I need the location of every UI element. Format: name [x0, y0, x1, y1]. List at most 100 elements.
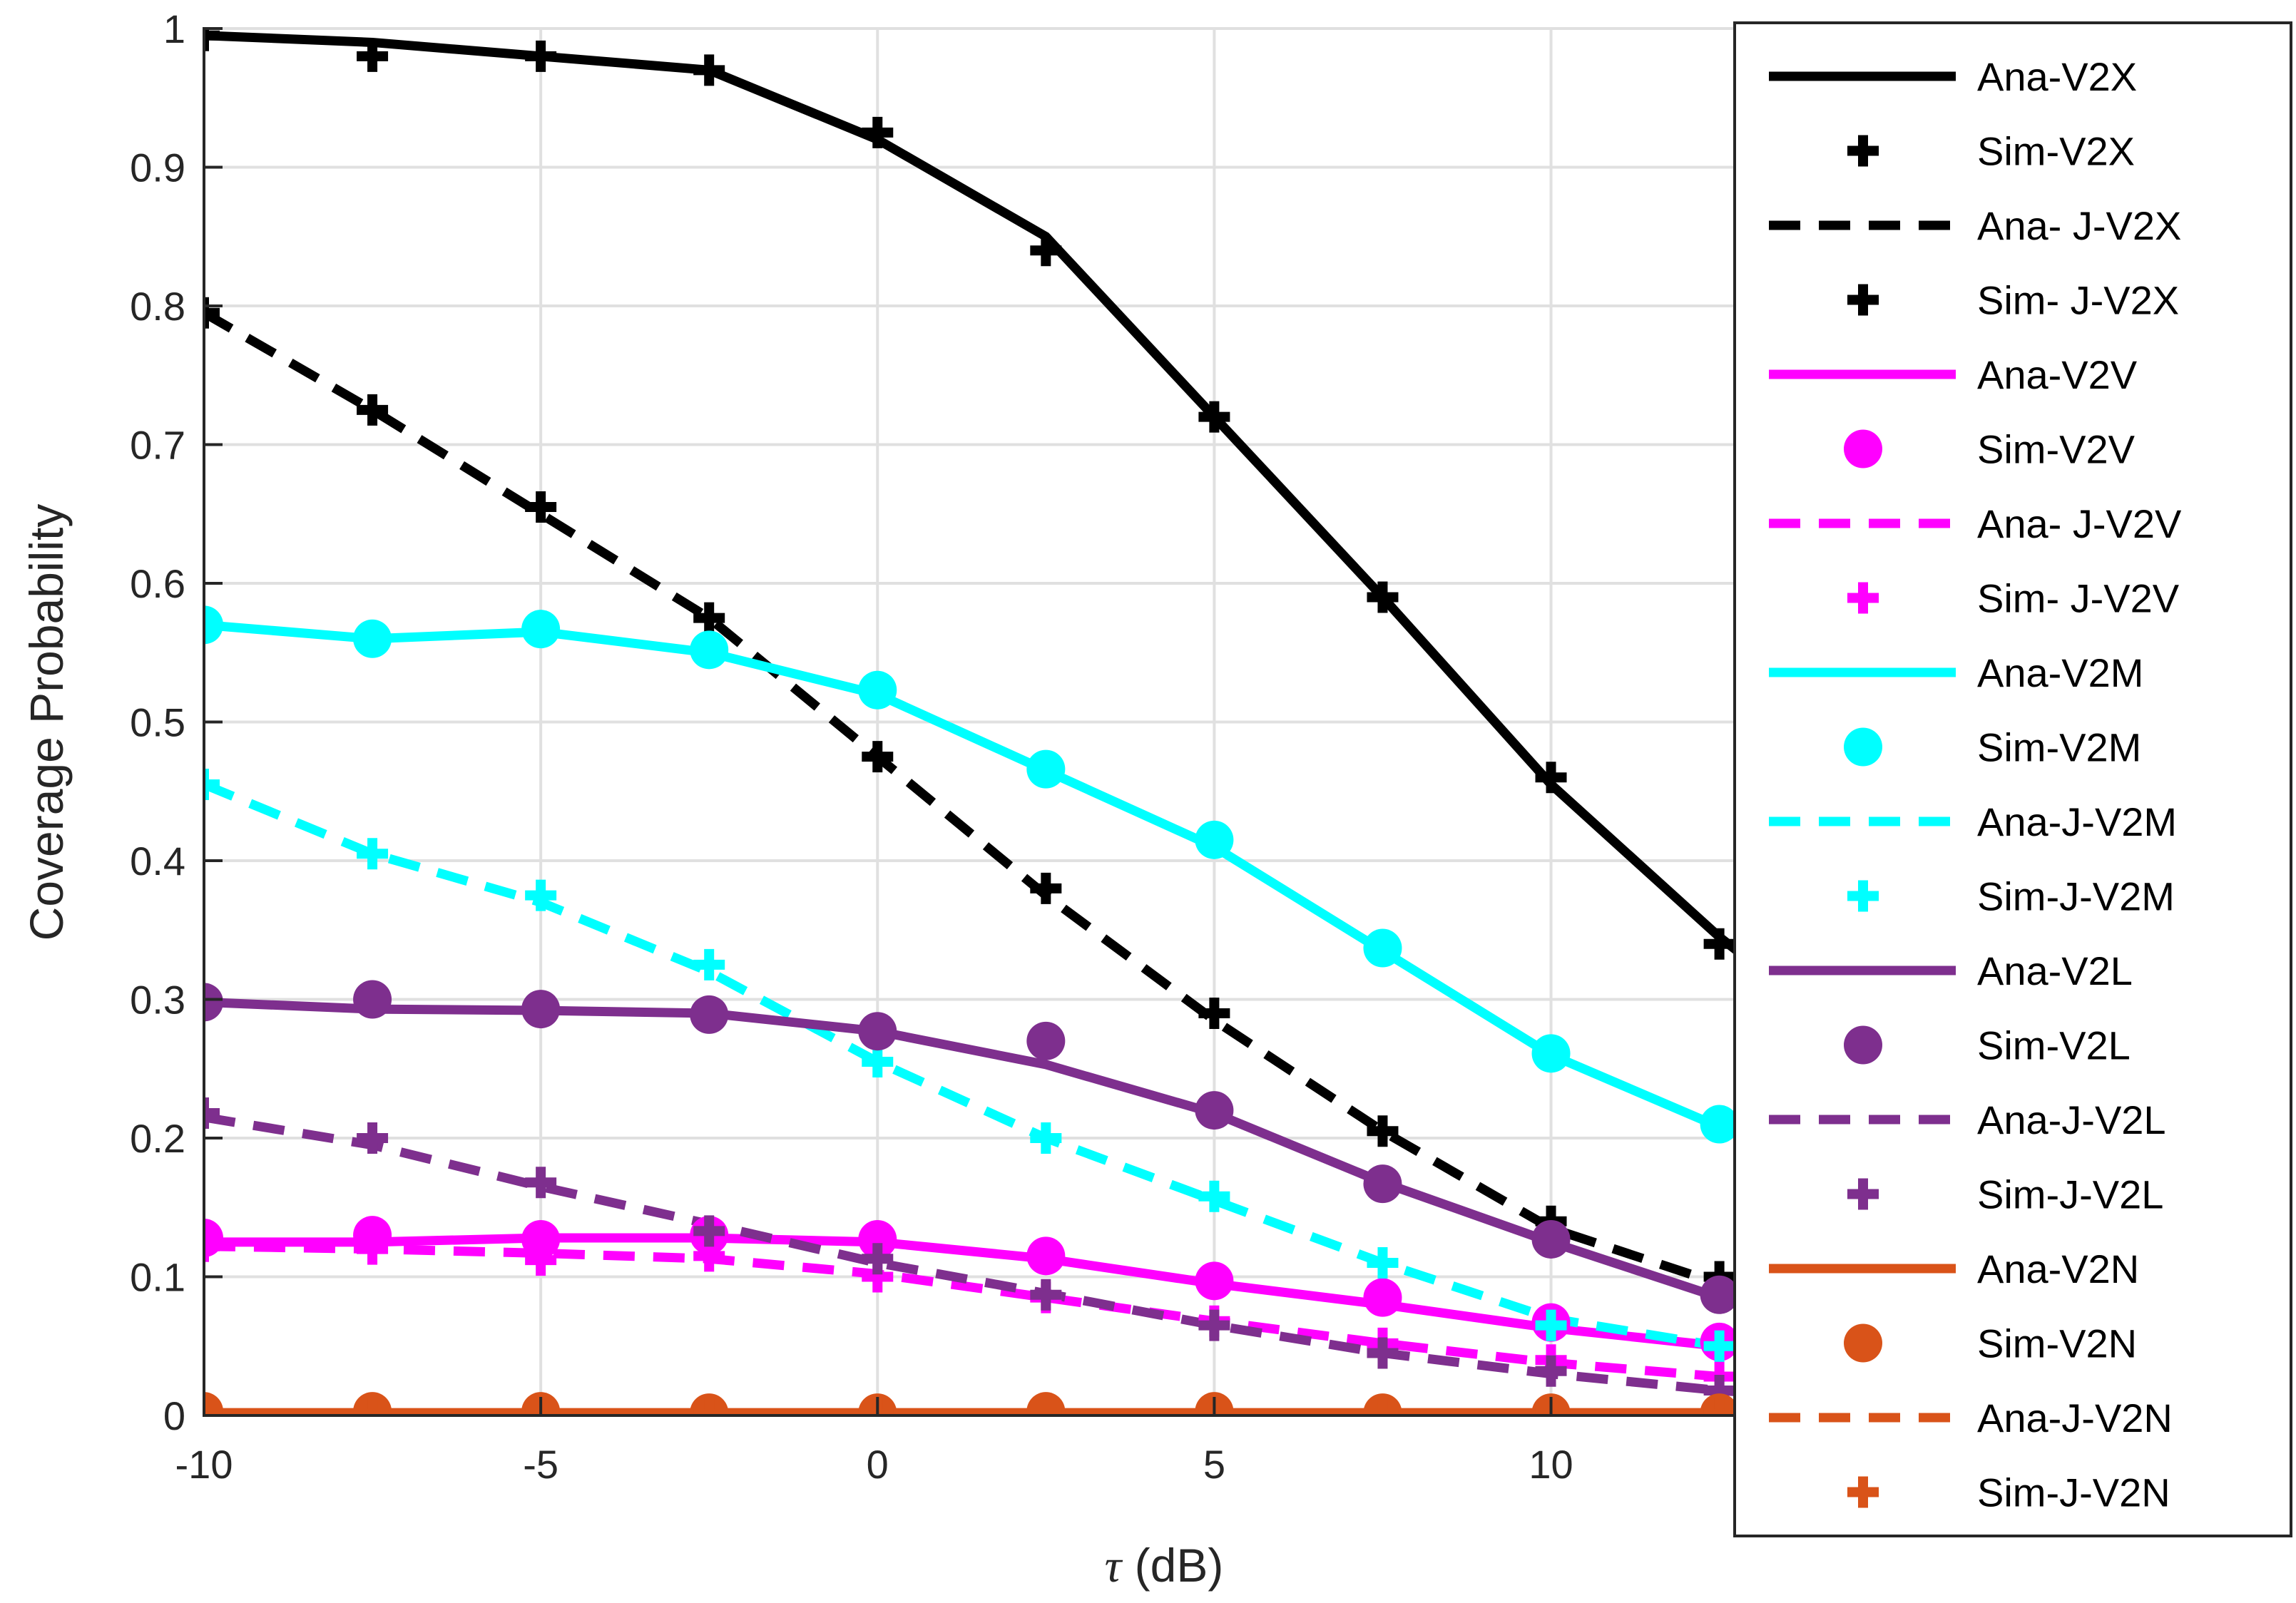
x-axis-label: τ (dB)	[1105, 1539, 1224, 1592]
data-point-sim-v2x	[1367, 581, 1399, 613]
data-point-sim-v2l	[1026, 1021, 1066, 1060]
legend-entry-ana-v2v: Ana-V2V	[1769, 352, 2138, 397]
legend-label: Sim-J-V2M	[1977, 874, 2175, 919]
data-point-sim-v2m	[1531, 1034, 1571, 1073]
data-point-sim-v2m	[1026, 749, 1066, 789]
data-point-sim-j-v2m	[204, 769, 220, 801]
data-point-sim-v2m	[690, 630, 729, 670]
y-tick-label: 0	[163, 1393, 185, 1438]
data-point-sim-j-v2m	[357, 838, 389, 870]
legend-label: Sim-V2N	[1977, 1321, 2137, 1366]
data-point-sim-v2l	[1700, 1275, 1739, 1314]
data-point-sim-v2x	[693, 54, 725, 86]
legend-entry-sim-v2v: Sim-V2V	[1844, 427, 2136, 472]
legend-label: Ana- J-V2X	[1977, 203, 2181, 248]
x-tick-label: 5	[1203, 1442, 1225, 1487]
data-point-sim-v2x	[862, 116, 894, 148]
legend-label: Ana-V2N	[1977, 1246, 2139, 1291]
data-point-sim-v2x	[1030, 235, 1062, 267]
legend-entry-sim-v2l: Sim-V2L	[1844, 1023, 2131, 1068]
y-tick-label: 0.6	[130, 561, 185, 606]
legend-swatch	[1847, 1476, 1879, 1508]
y-tick-label: 0.9	[130, 145, 185, 190]
legend-entry-sim-j-v2m: Sim-J-V2M	[1847, 874, 2175, 919]
data-point-sim-j-v2l	[693, 1215, 725, 1247]
legend-swatch	[1847, 880, 1879, 912]
data-point-sim-j-v2x	[1367, 1115, 1399, 1147]
data-point-sim-v2v	[1363, 1278, 1402, 1317]
legend-entry-ana-j-v2x: Ana- J-V2X	[1769, 203, 2181, 248]
y-tick-label: 0.3	[130, 978, 185, 1023]
data-point-sim-v2v	[1026, 1236, 1066, 1276]
data-point-sim-v2m	[204, 605, 223, 645]
legend-label: Ana-V2V	[1977, 352, 2138, 397]
series-ana-j-v2v	[204, 1241, 2258, 1406]
legend-label: Sim-V2M	[1977, 725, 2141, 770]
data-point-sim-j-v2m	[862, 1046, 894, 1078]
legend-entry-ana-v2m: Ana-V2M	[1769, 650, 2143, 695]
x-tick-label: 0	[867, 1442, 889, 1487]
data-point-sim-j-v2l	[1535, 1355, 1567, 1387]
data-point-sim-j-v2l	[862, 1243, 894, 1275]
legend-label: Ana-J-V2M	[1977, 799, 2177, 844]
data-point-sim-j-v2x	[693, 602, 725, 634]
data-point-sim-v2m	[1195, 820, 1234, 859]
legend-entry-ana-v2x: Ana-V2X	[1769, 54, 2137, 99]
data-point-sim-j-v2l	[204, 1097, 220, 1129]
legend-swatch	[1844, 1025, 1882, 1065]
y-tick-label: 0.8	[130, 284, 185, 329]
data-point-sim-v2l	[858, 1012, 897, 1051]
data-point-sim-v2x	[1535, 762, 1567, 794]
data-point-sim-v2l	[204, 983, 223, 1022]
legend-label: Ana-J-V2L	[1977, 1097, 2166, 1142]
legend-entry-sim-j-v2n: Sim-J-V2N	[1847, 1470, 2170, 1515]
data-point-sim-v2l	[690, 995, 729, 1034]
legend-label: Sim- J-V2X	[1977, 278, 2179, 323]
data-point-sim-v2l	[353, 980, 392, 1019]
legend-entry-ana-j-v2m: Ana-J-V2M	[1769, 799, 2177, 844]
data-point-sim-j-v2v	[204, 1230, 220, 1262]
legend-label: Ana-J-V2N	[1977, 1395, 2173, 1440]
legend-label: Sim-J-V2N	[1977, 1470, 2170, 1515]
data-point-sim-v2l	[1363, 1164, 1402, 1204]
data-point-sim-j-v2x	[1198, 997, 1230, 1029]
legend-label: Ana-V2M	[1977, 650, 2143, 695]
data-point-sim-v2l	[1531, 1219, 1571, 1259]
y-tick-label: 0.2	[130, 1116, 185, 1161]
x-tick-label: 10	[1529, 1442, 1573, 1487]
legend-label: Ana-V2X	[1977, 54, 2137, 99]
data-point-sim-v2m	[858, 670, 897, 710]
data-point-sim-j-v2l	[357, 1122, 389, 1154]
data-point-sim-v2x	[204, 29, 220, 51]
data-point-sim-j-v2x	[525, 491, 557, 523]
data-point-sim-v2x	[357, 40, 389, 72]
data-point-sim-j-v2l	[1030, 1279, 1062, 1311]
data-point-sim-j-v2m	[1030, 1122, 1062, 1154]
y-tick-label: 0.7	[130, 423, 185, 468]
legend-label: Sim-J-V2L	[1977, 1172, 2163, 1217]
y-tick-label: 0.1	[130, 1255, 185, 1300]
legend-entry-sim-j-v2v: Sim- J-V2V	[1847, 576, 2180, 621]
legend-swatch	[1847, 284, 1879, 316]
data-point-sim-j-v2x	[357, 394, 389, 426]
legend-label: Sim-V2L	[1977, 1023, 2131, 1068]
legend-entry-sim-j-v2l: Sim-J-V2L	[1847, 1172, 2163, 1217]
legend-entry-ana-j-v2l: Ana-J-V2L	[1769, 1097, 2166, 1142]
x-axis-label-unit: (dB)	[1121, 1539, 1223, 1592]
data-point-sim-v2v	[521, 1219, 561, 1259]
data-point-sim-j-v2m	[1367, 1247, 1399, 1279]
legend-entry-sim-v2x: Sim-V2X	[1847, 129, 2135, 174]
legend: Ana-V2X Sim-V2X Ana- J-V2X Sim- J-V2X Ana-V2…	[1733, 21, 2292, 1537]
series-line-ana-j-v2v	[204, 1241, 2258, 1406]
legend-entry-sim-v2m: Sim-V2M	[1844, 725, 2141, 770]
data-point-sim-v2x	[1198, 401, 1230, 433]
data-point-sim-v2x	[525, 40, 557, 72]
data-point-sim-j-v2x	[862, 741, 894, 773]
data-point-sim-j-v2l	[525, 1167, 557, 1199]
data-point-sim-j-v2l	[1367, 1337, 1399, 1369]
data-point-sim-v2x	[1703, 928, 1735, 960]
x-axis-label-symbol: τ	[1105, 1540, 1123, 1592]
legend-entry-ana-v2l: Ana-V2L	[1769, 948, 2133, 993]
data-point-sim-j-v2l	[1198, 1309, 1230, 1341]
